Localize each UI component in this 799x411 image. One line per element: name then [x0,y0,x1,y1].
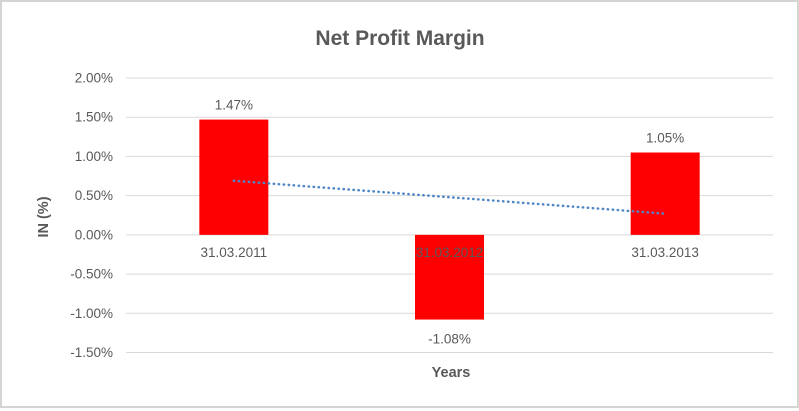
y-tick-label: 1.00% [75,149,113,164]
bar [415,234,484,320]
y-tick-label: 0.00% [75,227,113,242]
x-category-label: 31.03.2011 [201,245,268,260]
x-category-label: 31.03.2012 [416,245,484,260]
bars-group [199,119,700,320]
data-label: 1.47% [215,98,253,113]
bar [199,119,269,235]
bar [630,152,700,235]
y-tick-label: -1.00% [70,306,113,321]
trendline-group [232,179,667,215]
labels-group: 2.00% 1.50% 1.00% 0.50% 0.00% -0.50% -1.00% -1.… [70,71,699,361]
y-tick-label: 1.50% [75,110,113,125]
trendline [232,179,667,215]
y-tick-label: -1.50% [70,345,113,360]
y-axis-title: IN (%) [36,196,52,237]
x-axis-title: Years [432,365,471,381]
x-category-label: 31.03.2013 [631,245,699,260]
y-tick-label: 2.00% [75,71,113,86]
data-label: 1.05% [646,131,684,146]
y-tick-label: -0.50% [70,267,113,282]
data-label: -1.08% [428,332,471,347]
chart-svg: 2.00% 1.50% 1.00% 0.50% 0.00% -0.50% -1.00% -1.… [36,27,773,381]
chart-title: Net Profit Margin [315,27,484,50]
y-tick-label: 0.50% [75,188,113,203]
